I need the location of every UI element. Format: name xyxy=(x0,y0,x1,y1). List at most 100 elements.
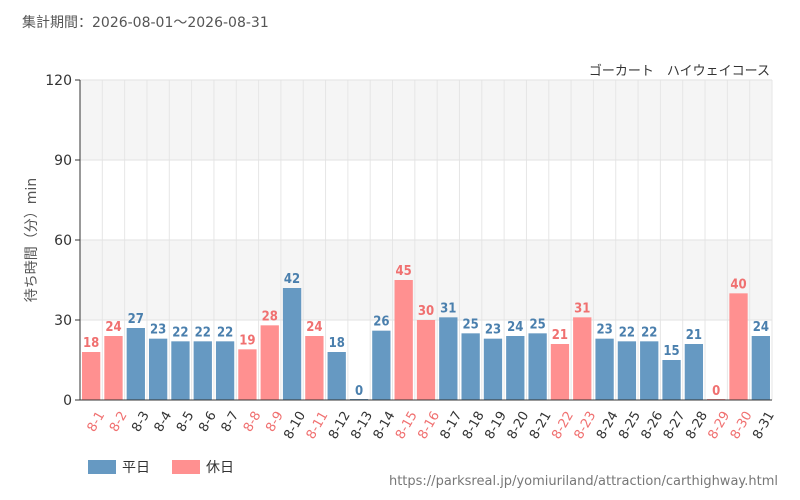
x-tick-label-8-2: 8-2 xyxy=(107,409,131,435)
x-tick-label-8-21: 8-21 xyxy=(527,409,555,442)
data-label-8-3: 27 xyxy=(128,312,144,327)
x-tick-label-8-5: 8-5 xyxy=(174,409,198,435)
plot-band xyxy=(80,240,772,320)
data-label-8-13: 0 xyxy=(355,384,363,399)
data-label-8-11: 24 xyxy=(306,320,322,335)
x-tick-label-8-25: 8-25 xyxy=(616,409,644,442)
x-tick-label-8-16: 8-16 xyxy=(415,409,443,442)
x-tick-label-8-15: 8-15 xyxy=(393,409,421,442)
data-label-8-5: 22 xyxy=(172,325,188,340)
data-label-8-8: 19 xyxy=(239,333,255,348)
plot-band xyxy=(80,160,772,240)
bar-8-27 xyxy=(662,360,681,400)
data-label-8-7: 22 xyxy=(217,325,233,340)
data-label-8-10: 42 xyxy=(284,272,300,287)
x-tick-label-8-31: 8-31 xyxy=(750,409,778,442)
legend: 平日 休日 xyxy=(88,457,256,477)
bar-8-17 xyxy=(439,317,458,400)
data-label-8-29: 0 xyxy=(712,384,720,399)
y-axis-label: 待ち時間（分）min xyxy=(24,178,40,302)
x-tick-label-8-11: 8-11 xyxy=(304,409,332,442)
data-label-8-12: 18 xyxy=(329,336,345,351)
x-tick-label-8-29: 8-29 xyxy=(706,409,734,442)
data-label-8-9: 28 xyxy=(262,309,278,324)
data-label-8-27: 15 xyxy=(663,344,679,359)
bar-8-11 xyxy=(305,336,324,400)
data-label-8-25: 22 xyxy=(619,325,635,340)
bar-8-4 xyxy=(148,338,168,400)
bar-8-9 xyxy=(260,325,279,400)
bar-8-6 xyxy=(193,341,212,400)
data-label-8-18: 25 xyxy=(463,317,479,332)
bar-8-18 xyxy=(461,333,480,400)
x-tick-label-8-19: 8-19 xyxy=(482,409,510,442)
x-tick-label-8-28: 8-28 xyxy=(683,409,711,442)
y-tick-label: 60 xyxy=(54,233,72,249)
x-tick-label-8-3: 8-3 xyxy=(129,409,153,435)
bar-8-10 xyxy=(282,288,302,400)
bar-8-1 xyxy=(82,352,101,400)
y-tick-label: 120 xyxy=(45,73,72,89)
bar-8-26 xyxy=(640,341,659,400)
y-tick-label: 90 xyxy=(54,153,72,169)
x-tick-label-8-27: 8-27 xyxy=(661,409,689,442)
x-tick-label-8-14: 8-14 xyxy=(371,409,399,442)
bar-8-21 xyxy=(528,333,547,400)
bar-8-23 xyxy=(573,317,592,400)
data-label-8-6: 22 xyxy=(195,325,211,340)
data-label-8-23: 31 xyxy=(574,301,590,316)
x-tick-label-8-6: 8-6 xyxy=(196,409,220,435)
bar-8-24 xyxy=(595,338,614,400)
x-tick-label-8-13: 8-13 xyxy=(348,409,376,442)
bar-8-5 xyxy=(171,341,190,400)
data-label-8-20: 24 xyxy=(507,320,523,335)
y-tick-label: 0 xyxy=(63,393,72,409)
data-label-8-17: 31 xyxy=(440,301,456,316)
legend-label-holiday: 休日 xyxy=(206,460,234,476)
source-url: https://parksreal.jp/yomiuriland/attract… xyxy=(388,474,778,489)
bar-8-8 xyxy=(238,349,257,400)
x-tick-label-8-4: 8-4 xyxy=(152,409,176,435)
legend-label-weekday: 平日 xyxy=(122,460,150,476)
bar-8-2 xyxy=(104,336,123,400)
legend-swatch-weekday xyxy=(88,460,116,474)
data-label-8-16: 30 xyxy=(418,304,434,319)
x-tick-label-8-7: 8-7 xyxy=(219,409,243,435)
x-tick-label-8-23: 8-23 xyxy=(572,409,600,442)
x-tick-label-8-17: 8-17 xyxy=(438,409,466,442)
x-tick-label-8-10: 8-10 xyxy=(281,409,309,442)
data-label-8-30: 40 xyxy=(730,277,746,292)
x-tick-label-8-26: 8-26 xyxy=(639,409,667,442)
legend-item-holiday: 休日 xyxy=(172,457,234,477)
data-label-8-24: 23 xyxy=(596,323,612,338)
y-tick-label: 30 xyxy=(54,313,72,329)
data-label-8-22: 21 xyxy=(552,328,568,343)
data-label-8-19: 23 xyxy=(485,323,501,338)
x-tick-label-8-8: 8-8 xyxy=(241,409,265,435)
data-label-8-15: 45 xyxy=(396,264,412,279)
bar-8-7 xyxy=(215,341,235,400)
bar-8-16 xyxy=(416,320,436,400)
data-label-8-21: 25 xyxy=(529,317,545,332)
attraction-name: ゴーカート ハイウェイコース xyxy=(588,64,770,79)
legend-item-weekday: 平日 xyxy=(88,457,150,477)
plot-band xyxy=(80,80,772,160)
data-label-8-26: 22 xyxy=(641,325,657,340)
data-label-8-2: 24 xyxy=(105,320,121,335)
x-tick-label-8-24: 8-24 xyxy=(594,409,622,442)
x-tick-label-8-1: 8-1 xyxy=(85,409,109,435)
data-label-8-4: 23 xyxy=(150,323,166,338)
period-label: 集計期間：2026-08-01～2026-08-31 xyxy=(22,15,269,31)
bar-8-25 xyxy=(617,341,637,400)
bar-8-20 xyxy=(506,336,525,400)
bar-8-15 xyxy=(394,280,413,400)
bar-8-12 xyxy=(327,352,346,400)
bar-8-19 xyxy=(483,338,503,400)
x-tick-label-8-18: 8-18 xyxy=(460,409,488,442)
bar-8-31 xyxy=(751,336,770,400)
x-tick-label-8-12: 8-12 xyxy=(326,409,354,442)
bar-8-3 xyxy=(126,328,145,400)
data-label-8-1: 18 xyxy=(83,336,99,351)
x-tick-label-8-30: 8-30 xyxy=(728,409,756,442)
